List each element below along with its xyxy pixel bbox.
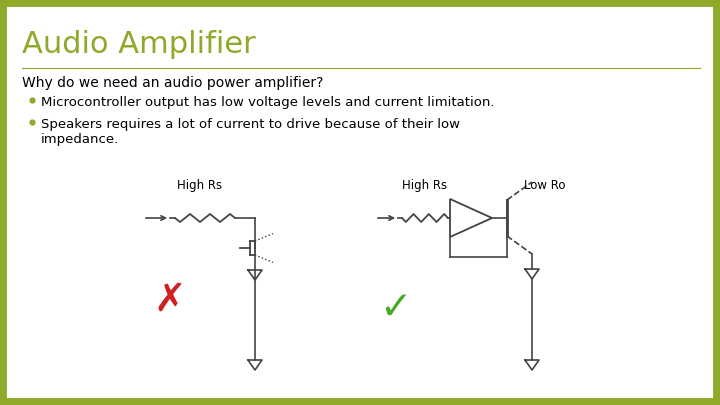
Text: ✓: ✓: [379, 289, 411, 327]
Text: High Rs: High Rs: [402, 179, 448, 192]
Text: Low Ro: Low Ro: [524, 179, 566, 192]
Text: Audio Amplifier: Audio Amplifier: [22, 30, 256, 59]
Text: Why do we need an audio power amplifier?: Why do we need an audio power amplifier?: [22, 76, 323, 90]
Text: High Rs: High Rs: [177, 179, 222, 192]
Text: ✗: ✗: [153, 281, 186, 319]
Text: Speakers requires a lot of current to drive because of their low
impedance.: Speakers requires a lot of current to dr…: [41, 118, 460, 146]
Text: Microcontroller output has low voltage levels and current limitation.: Microcontroller output has low voltage l…: [41, 96, 495, 109]
